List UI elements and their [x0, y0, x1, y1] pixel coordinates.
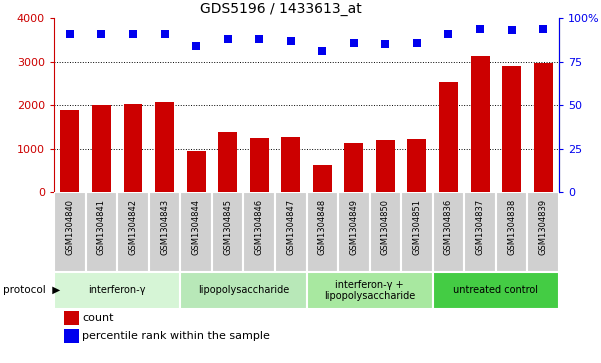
Text: count: count	[82, 313, 114, 323]
Text: interferon-γ: interferon-γ	[88, 285, 146, 295]
Text: GSM1304836: GSM1304836	[444, 199, 453, 255]
Text: GSM1304838: GSM1304838	[507, 199, 516, 255]
Title: GDS5196 / 1433613_at: GDS5196 / 1433613_at	[200, 2, 362, 16]
Text: lipopolysaccharide: lipopolysaccharide	[198, 285, 289, 295]
Text: GSM1304843: GSM1304843	[160, 199, 169, 255]
Bar	[155, 102, 174, 192]
Point	[128, 31, 138, 37]
Bar	[54, 192, 85, 272]
Bar	[117, 192, 149, 272]
Bar	[471, 56, 489, 192]
Bar	[250, 138, 269, 192]
Bar	[502, 66, 521, 192]
Bar	[307, 272, 433, 309]
Point	[191, 43, 201, 49]
Text: GSM1304851: GSM1304851	[412, 199, 421, 255]
Bar	[528, 192, 559, 272]
Point	[507, 28, 516, 33]
Text: untreated control: untreated control	[453, 285, 538, 295]
Bar	[186, 151, 206, 192]
Text: GSM1304844: GSM1304844	[192, 199, 201, 255]
Bar	[534, 62, 553, 192]
Text: GSM1304846: GSM1304846	[255, 199, 264, 255]
Text: GSM1304837: GSM1304837	[475, 199, 484, 255]
Bar	[407, 139, 427, 192]
Bar	[344, 143, 363, 192]
Point	[444, 31, 453, 37]
Point	[223, 36, 233, 42]
Bar	[60, 110, 79, 192]
Bar	[64, 329, 79, 343]
Point	[160, 31, 169, 37]
Point	[349, 40, 359, 45]
Text: GSM1304847: GSM1304847	[286, 199, 295, 255]
Bar	[64, 311, 79, 325]
Text: GSM1304848: GSM1304848	[318, 199, 327, 255]
Bar	[376, 140, 395, 192]
Bar	[54, 272, 180, 309]
Point	[538, 26, 548, 32]
Point	[65, 31, 75, 37]
Bar	[85, 192, 117, 272]
Point	[380, 41, 390, 47]
Text: protocol  ▶: protocol ▶	[3, 285, 60, 295]
Text: GSM1304841: GSM1304841	[97, 199, 106, 255]
Bar	[433, 272, 559, 309]
Bar	[307, 192, 338, 272]
Bar	[243, 192, 275, 272]
Bar	[439, 82, 458, 192]
Text: interferon-γ +
lipopolysaccharide: interferon-γ + lipopolysaccharide	[324, 280, 415, 301]
Bar	[433, 192, 465, 272]
Text: GSM1304840: GSM1304840	[66, 199, 75, 255]
Point	[412, 40, 422, 45]
Bar	[401, 192, 433, 272]
Bar	[212, 192, 243, 272]
Point	[286, 38, 296, 44]
Bar	[149, 192, 180, 272]
Bar	[465, 192, 496, 272]
Text: percentile rank within the sample: percentile rank within the sample	[82, 331, 270, 341]
Point	[317, 48, 327, 54]
Bar	[180, 192, 212, 272]
Bar	[92, 105, 111, 192]
Text: GSM1304849: GSM1304849	[349, 199, 358, 255]
Bar	[338, 192, 370, 272]
Bar	[275, 192, 307, 272]
Bar	[281, 137, 300, 192]
Point	[254, 36, 264, 42]
Text: GSM1304839: GSM1304839	[538, 199, 548, 255]
Point	[97, 31, 106, 37]
Text: GSM1304845: GSM1304845	[223, 199, 232, 255]
Bar	[496, 192, 528, 272]
Bar	[124, 103, 142, 192]
Bar	[313, 166, 332, 192]
Bar	[218, 132, 237, 192]
Text: GSM1304850: GSM1304850	[381, 199, 390, 255]
Bar	[180, 272, 307, 309]
Point	[475, 26, 485, 32]
Bar	[370, 192, 401, 272]
Text: GSM1304842: GSM1304842	[129, 199, 138, 255]
